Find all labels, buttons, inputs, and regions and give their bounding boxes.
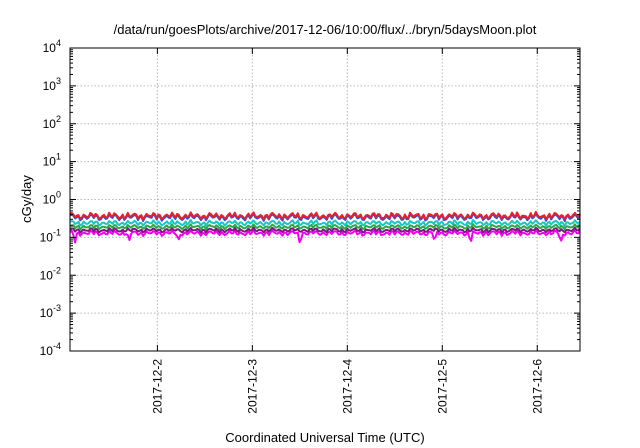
- x-axis-label: Coordinated Universal Time (UTC): [225, 430, 424, 445]
- y-tick-label: 101: [43, 152, 61, 169]
- y-tick-label: 100: [43, 190, 61, 207]
- series-layer: [69, 210, 581, 244]
- x-tick-label: 2017-12-5: [435, 359, 449, 414]
- series-line-3: [69, 218, 581, 228]
- chart-title: /data/run/goesPlots/archive/2017-12-06/1…: [114, 22, 537, 37]
- grid: [70, 48, 580, 351]
- y-tick-label: 103: [43, 76, 61, 93]
- y-tick-label: 10-3: [40, 303, 61, 320]
- y-axis-label: cGy/day: [19, 175, 34, 223]
- series-line-6: [69, 228, 581, 244]
- plot-area: [70, 48, 580, 351]
- y-tick-label: 10-4: [40, 341, 61, 358]
- series-line-4: [69, 223, 581, 231]
- x-axis: 2017-12-2 2017-12-3 2017-12-4 2017-12-5 2017…: [150, 48, 544, 414]
- y-axis: 10-4 10-3 10-2 10-1 100 101 102 103 104: [40, 38, 580, 358]
- x-tick-label: 2017-12-2: [150, 359, 164, 414]
- x-tick-label: 2017-12-6: [530, 359, 544, 414]
- x-tick-label: 2017-12-3: [245, 359, 259, 414]
- y-tick-label: 10-1: [40, 227, 61, 244]
- series-line-1: [69, 210, 581, 221]
- x-tick-label: 2017-12-4: [340, 359, 354, 414]
- y-tick-label: 104: [43, 38, 61, 55]
- y-tick-label: 10-2: [40, 265, 61, 282]
- y-tick-label: 102: [43, 114, 61, 131]
- series-line-5: [69, 226, 581, 234]
